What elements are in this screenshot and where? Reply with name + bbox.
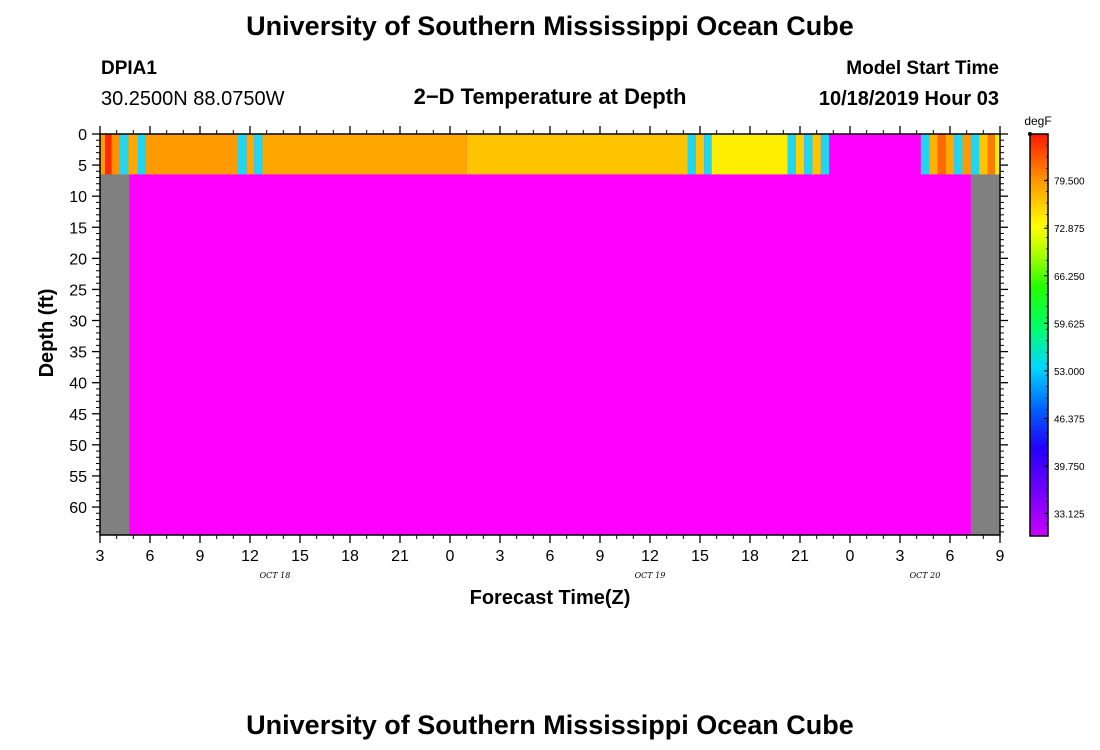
surface-cell [995,134,1000,175]
x-tick-label: 15 [691,548,709,565]
surface-cell [812,134,821,175]
colorbar-tick-label: 39.750 [1054,462,1085,473]
y-axis: 0 5 10 15 20 25 30 35 40 45 50 55 60 [69,127,1008,533]
x-tick-label: 21 [391,548,409,565]
x-tick-label: 6 [946,548,955,565]
surface-cell [137,134,146,175]
x-tick-label: 0 [846,548,855,565]
y-tick-label: 25 [69,282,87,299]
y-tick-label: 60 [69,500,87,517]
y-tick-label: 40 [69,376,87,393]
surface-cell [262,134,467,175]
x-tick-label: 18 [341,548,359,565]
surface-cell [829,134,921,175]
model-start-time: 10/18/2019 Hour 03 [819,88,999,110]
x-tick-label: 9 [596,548,605,565]
surface-cell [111,134,120,175]
colorbar-tick-label: 72.875 [1054,224,1085,235]
colorbar-tick-label: 59.625 [1054,319,1085,330]
surface-cell [100,134,105,175]
date-label: OCT 20 [910,571,941,580]
y-tick-label: 10 [69,189,87,206]
surface-cell [695,134,705,175]
colorbar-ticks: 79.500 72.875 66.250 59.625 53.000 46.375 39.7… [1044,133,1085,525]
x-tick-label: 3 [496,548,505,565]
x-tick-label: 9 [996,548,1005,565]
date-label: OCT 19 [635,571,666,580]
colorbar-top-marker [1028,132,1032,136]
surface-cell [920,134,930,175]
surface-cell [254,134,263,175]
y-tick-label: 45 [69,407,87,424]
surface-cell [711,134,788,175]
surface-cell [970,134,980,175]
y-tick-label: 50 [69,438,87,455]
y-tick-label: 5 [78,158,87,175]
y-tick-label: 30 [69,314,87,331]
surface-cell [704,134,712,175]
surface-cell [237,134,247,175]
colorbar-tick-label: 79.500 [1054,177,1085,188]
surface-cell [979,134,988,175]
surface-cell [820,134,830,175]
x-tick-label: 6 [146,548,155,565]
plot-title: 2−D Temperature at Depth [414,84,687,109]
surface-cell [145,134,238,175]
y-tick-label: 20 [69,251,87,268]
surface-cell [954,134,963,175]
x-tick-label: 18 [741,548,759,565]
x-axis: 3 6 9 12 15 18 21 0 3 6 9 12 15 18 21 0 3 6 9 OCT 18 OCT 19 O… [96,126,1005,580]
y-tick-label: 35 [69,345,87,362]
x-tick-label: 0 [446,548,455,565]
x-axis-title: Forecast Time(Z) [470,587,631,609]
x-tick-label: 12 [241,548,259,565]
surface-cell [987,134,995,175]
y-tick-label: 15 [69,220,87,237]
surface-cell [128,134,138,175]
surface-cell [795,134,805,175]
surface-cell [804,134,813,175]
x-tick-label: 3 [896,548,905,565]
station-id: DPIA1 [101,58,157,79]
deep-water-fill [100,134,1000,535]
surface-cell [787,134,796,175]
surface-cell [105,134,112,175]
x-tick-label: 15 [291,548,309,565]
surface-cell [246,134,255,175]
station-coordinates: 30.2500N 88.0750W [101,88,285,110]
x-tick-label: 21 [791,548,809,565]
y-tick-label: 0 [78,127,87,144]
heatmap-area [100,134,1000,535]
x-tick-label: 12 [641,548,659,565]
surface-cell [937,134,946,175]
surface-cell [466,134,688,175]
y-tick-label: 55 [69,469,87,486]
colorbar-tick-label: 33.125 [1054,510,1085,521]
colorbar-tick-label: 53.000 [1054,367,1085,378]
colorbar-tick-label: 46.375 [1054,414,1085,425]
colorbar-unit: degF [1024,114,1051,128]
date-label: OCT 18 [260,571,291,580]
x-tick-label: 9 [196,548,205,565]
no-data-mask [100,134,130,535]
surface-temperature-layer [100,134,1000,175]
colorbar [1029,133,1049,537]
surface-cell [687,134,696,175]
surface-cell [120,134,129,175]
footer-title: University of Southern Mississippi Ocean… [246,710,854,740]
y-axis-title: Depth (ft) [36,289,58,378]
colorbar-tick-label: 66.250 [1054,272,1085,283]
no-data-mask [970,134,1000,535]
page-title: University of Southern Mississippi Ocean… [246,11,854,41]
x-tick-label: 6 [546,548,555,565]
model-start-label: Model Start Time [846,58,999,79]
x-tick-label: 3 [96,548,105,565]
surface-cell [929,134,938,175]
surface-cell [962,134,971,175]
surface-cell [945,134,955,175]
